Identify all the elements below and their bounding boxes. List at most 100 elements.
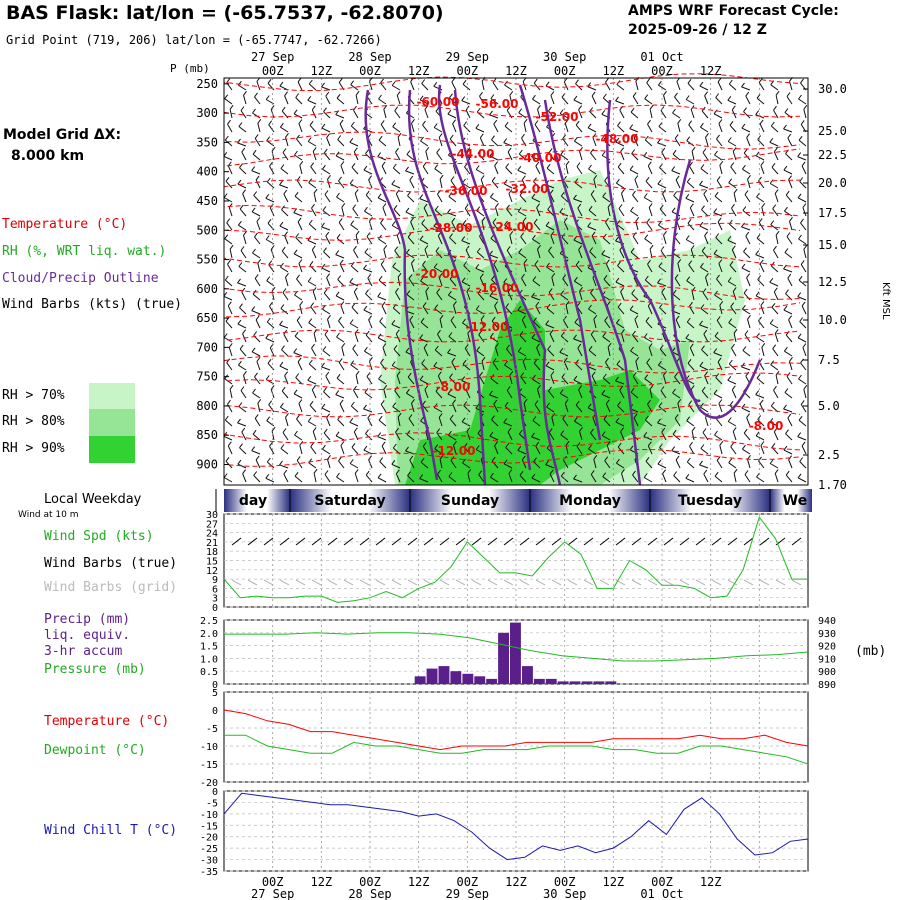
time-hour-label-bottom: 12Z xyxy=(310,875,332,889)
pressure-tick-label: 400 xyxy=(196,165,218,179)
wind-barb xyxy=(295,97,303,105)
wind-barb-flag xyxy=(771,442,776,448)
wind-barb-flag xyxy=(618,204,623,209)
wind-barb-flag xyxy=(377,473,382,479)
wind-barb xyxy=(479,95,485,105)
wind-barb xyxy=(715,237,723,245)
wind-barb-flag xyxy=(760,161,765,166)
wind-barb xyxy=(615,421,625,427)
wind-barb xyxy=(266,461,275,469)
wind-barb xyxy=(519,474,527,483)
wind-barb xyxy=(560,154,569,161)
wind-barb xyxy=(481,81,485,91)
wind-barb xyxy=(718,123,723,133)
wind-barb-flag xyxy=(243,370,247,376)
wind-barb xyxy=(253,195,261,203)
wind-barb xyxy=(659,208,667,217)
wind-barb xyxy=(503,142,513,147)
wind-barb xyxy=(616,182,625,189)
wind-barb xyxy=(254,96,261,105)
wind-barb-flag xyxy=(631,289,636,294)
wind-barb xyxy=(268,404,275,413)
wind-barb-flag xyxy=(799,317,804,322)
wind-barb xyxy=(323,251,331,259)
wind-barb-flag xyxy=(405,388,410,394)
wind-barb-flag xyxy=(257,119,262,124)
wind-barb xyxy=(354,473,359,483)
wind-barb-flag xyxy=(774,469,779,474)
wind-barb xyxy=(634,319,639,329)
wind-barb xyxy=(545,225,555,231)
wind-barb xyxy=(728,322,737,329)
wind-barb-flag xyxy=(364,388,369,393)
wind-barb xyxy=(576,446,583,455)
wind-barb-flag xyxy=(369,217,373,222)
wind-barb-flag xyxy=(241,427,246,433)
wind-barb xyxy=(411,403,415,413)
wind-barb xyxy=(786,96,793,105)
wind-barb-flag xyxy=(719,161,724,166)
wind-barb-flag xyxy=(548,148,553,153)
wind-barb-flag xyxy=(797,193,802,199)
wind-barb xyxy=(550,95,555,105)
wind-barb-flag xyxy=(701,205,705,210)
wind-barb-flag xyxy=(326,133,331,138)
wind-barb xyxy=(252,252,261,259)
wind-barb-flag xyxy=(732,287,737,292)
wind-barb-flag xyxy=(349,417,354,423)
wind-barb-flag xyxy=(267,219,272,224)
wind-barb xyxy=(714,294,723,301)
wind-barb-flag xyxy=(229,244,234,250)
wind-barb-flag xyxy=(438,133,443,138)
wind-barb-flag xyxy=(353,105,357,111)
wind-barb-flag xyxy=(798,94,802,100)
wind-barb-flag xyxy=(797,473,802,479)
wind-barb-flag xyxy=(523,118,528,124)
wind-barb xyxy=(494,445,499,455)
wind-barb-true xyxy=(279,537,290,546)
wind-barb xyxy=(224,139,233,147)
wind-barb-flag xyxy=(604,316,609,322)
wind-barb-flag xyxy=(395,189,400,195)
wind-barb-flag xyxy=(593,175,598,180)
wind-barb xyxy=(643,337,653,343)
wind-barb-flag xyxy=(463,261,468,266)
wind-barb xyxy=(338,180,345,189)
wind-barb-flag xyxy=(422,260,426,266)
wind-barb xyxy=(531,296,541,301)
wind-barb xyxy=(593,319,597,329)
model-grid-label: Model Grid ΔX: xyxy=(3,127,122,143)
wind-barb-flag xyxy=(714,471,719,477)
wind-barb xyxy=(577,207,583,217)
wind-barb xyxy=(393,208,401,217)
wind-barb-flag xyxy=(466,147,471,152)
wind-barb xyxy=(363,449,373,455)
wind-barb xyxy=(575,363,583,371)
wind-barb xyxy=(425,151,429,161)
wind-barb-flag xyxy=(744,190,749,195)
wind-barb-flag xyxy=(297,77,302,83)
wind-barb-flag xyxy=(479,133,484,139)
wind-barb-flag xyxy=(266,416,271,422)
wind-barb-flag xyxy=(746,273,750,279)
wind-barb-flag xyxy=(350,360,355,366)
wind-barb xyxy=(297,361,303,371)
wind-barb xyxy=(224,378,233,385)
wind-barb xyxy=(686,321,695,329)
wind-barb-flag xyxy=(293,348,298,353)
height-axis-label: Kft MSL xyxy=(880,282,891,320)
wind-barb-flag xyxy=(228,343,233,348)
wind-barb xyxy=(307,99,317,105)
wind-barb-flag xyxy=(644,275,649,281)
wind-barb-flag xyxy=(267,79,272,84)
wind-barb xyxy=(489,114,499,119)
wind-barb xyxy=(451,361,457,371)
wind-barb-flag xyxy=(307,96,312,101)
wind-barb xyxy=(550,235,555,245)
wind-barb xyxy=(251,170,261,175)
wind-barb xyxy=(632,194,639,203)
wind-barb xyxy=(338,320,345,329)
wind-barb-flag xyxy=(787,133,792,139)
wind-barb-flag xyxy=(251,306,256,311)
wind-barb xyxy=(759,123,765,133)
